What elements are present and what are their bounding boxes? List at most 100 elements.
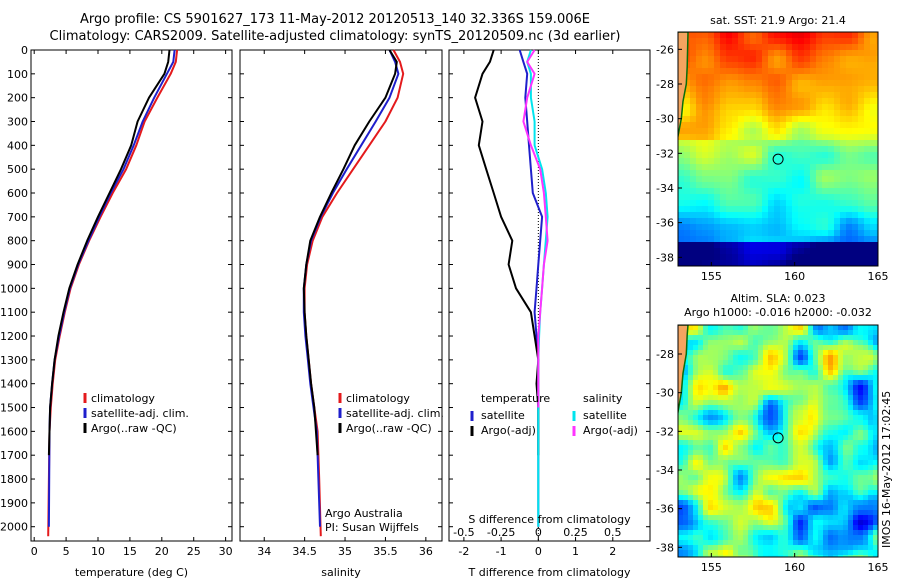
land-mass [678,32,689,141]
argo-position-marker [772,432,784,444]
axes-frame [448,49,651,542]
credit-pi: PI: Susan Wijffels [325,521,419,534]
x-tick-label: 5 [63,545,70,558]
map-y-tick-label: -34 [656,464,674,477]
x-tick-label: 34 [257,545,271,558]
x-tick-label: -2 [458,545,469,558]
map-frame [677,324,879,558]
legend-label: Argo(..raw -QC) [346,422,432,435]
y-tick-label: 0 [21,44,28,57]
x-tick-label: 35 [338,545,352,558]
top-x-tick-label: 0.25 [563,526,588,539]
y-tick-label: 1300 [0,354,28,367]
legend-label: climatology [346,392,410,405]
x-tick-label: 0 [535,545,542,558]
map-y-tick-label: -32 [656,425,674,438]
legend-label: satellite [583,409,627,422]
y-tick-label: 2000 [0,521,28,534]
x-tick-label: 25 [187,545,201,558]
series-line-salinity-argo-adj- [522,49,549,408]
map-y-tick-label: -30 [656,113,674,126]
y-tick-label: 1600 [0,425,28,438]
map-x-tick-label: 155 [701,561,722,574]
x-axis-label: temperature (deg C) [75,566,188,579]
y-tick-label: 700 [7,211,28,224]
x-tick-label: 30 [219,545,233,558]
map-frame [677,31,879,267]
axes-frame [30,49,233,542]
land-mass [678,325,689,417]
series-line-climatology [303,49,405,537]
map-y-tick-label: -30 [656,387,674,400]
x-tick-label: -1 [496,545,507,558]
series-line-satellite-adj-clim- [47,49,176,527]
legend-label: satellite [481,409,525,422]
map-x-tick-label: 165 [868,561,889,574]
y-tick-label: 300 [7,116,28,129]
sla-map-title: Altim. SLA: 0.023 [730,292,826,305]
y-tick-label: 1700 [0,449,28,462]
profile-panel-1: 0 5 10 15 20 25 300100200300400500600700800900… [0,44,233,579]
y-tick-label: 500 [7,163,28,176]
map-y-tick-label: -38 [656,251,674,264]
y-tick-label: 400 [7,139,28,152]
x-tick-label: 35.5 [373,545,398,558]
map-y-tick-label: -38 [656,541,674,554]
series-line-argo-raw-qc- [302,49,398,456]
x-tick-label: 20 [155,545,169,558]
map-y-tick-label: -36 [656,503,674,516]
y-tick-label: 1900 [0,497,28,510]
y-tick-label: 1000 [0,282,28,295]
legend-heading-temperature: temperature [481,392,550,405]
x-tick-label: 34.5 [292,545,317,558]
legend-label: climatology [91,392,155,405]
legend-label: Argo(-adj) [481,424,536,437]
legend-label: satellite-adj. clim. [91,407,189,420]
y-tick-label: 200 [7,92,28,105]
sla-map: 155 160 165 -28 -30 -32 -34 -36 -38 [656,324,889,574]
y-tick-label: 100 [7,68,28,81]
top-x-tick-label: -0.25 [487,526,515,539]
x-tick-label: 10 [91,545,105,558]
y-tick-label: 600 [7,187,28,200]
y-tick-label: 1800 [0,473,28,486]
map-y-tick-label: -36 [656,217,674,230]
map-y-tick-label: -28 [656,348,674,361]
map-y-tick-label: -34 [656,182,674,195]
top-x-tick-label: 0.5 [604,526,622,539]
sst-map: 155 160 165 -26 -28 -30 -32 -34 -36 -38 [656,31,889,283]
top-x-tick-label: -0.5 [453,526,474,539]
y-tick-label: 1200 [0,330,28,343]
y-tick-label: 1500 [0,402,28,415]
legend-label: Argo(-adj) [583,424,638,437]
x-tick-label: 1 [572,545,579,558]
top-axis-title: S difference from climatology [468,513,631,526]
x-tick-label: 36 [419,545,433,558]
legend-label: satellite-adj. clim. [346,407,444,420]
figure-title-line2: Climatology: CARS2009. Satellite-adjuste… [49,29,621,44]
map-y-tick-label: -26 [656,43,674,56]
axes-frame [239,49,443,542]
x-tick-label: 2 [609,545,616,558]
series-line-argo-raw-qc- [47,49,171,456]
y-tick-label: 800 [7,235,28,248]
map-x-tick-label: 160 [784,561,805,574]
x-axis-label: salinity [321,566,361,579]
y-tick-label: 1100 [0,306,28,319]
y-tick-label: 1400 [0,378,28,391]
profile-panel-3: -2 -1 0 1 2 T difference from climatology -0.5… [448,49,651,579]
x-axis-label: T difference from climatology [468,566,631,579]
y-tick-label: 900 [7,259,28,272]
map-field [678,325,878,557]
map-y-tick-label: -28 [656,78,674,91]
argo-position-marker [772,153,784,165]
sla-map-subtitle: Argo h1000: -0.016 h2000: -0.032 [684,306,872,319]
map-x-tick-label: 160 [784,270,805,283]
x-tick-label: 0 [31,545,38,558]
profile-panel-2: 34 34.5 35 35.5 36 salinity climatology satelli… [239,49,444,579]
sst-map-title: sat. SST: 21.9 Argo: 21.4 [710,14,846,27]
x-tick-label: 15 [123,545,137,558]
credit-org: Argo Australia [325,507,403,520]
map-field [678,32,878,266]
